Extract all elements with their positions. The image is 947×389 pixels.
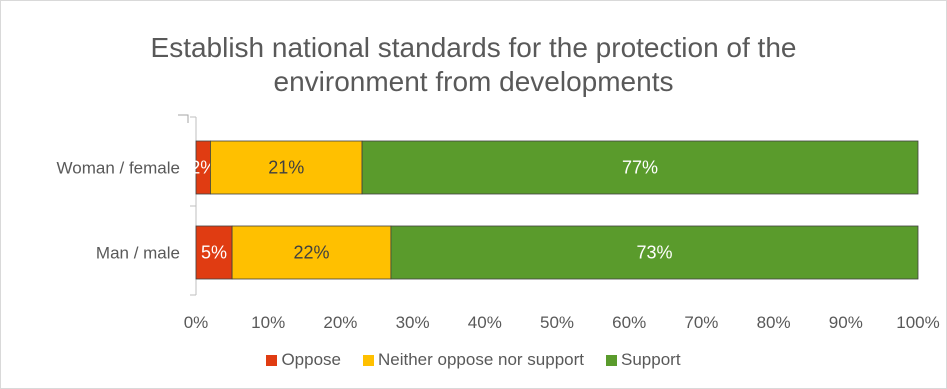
bar-support-1 bbox=[390, 225, 919, 280]
bar-neither-oppose-nor-support-1 bbox=[231, 225, 392, 280]
x-tick-label: 80% bbox=[757, 313, 791, 332]
x-tick-label: 90% bbox=[829, 313, 863, 332]
category-label: Woman / female bbox=[57, 159, 180, 178]
x-tick-label: 50% bbox=[540, 313, 574, 332]
data-label: 21% bbox=[268, 158, 304, 178]
chart-title-line-2: environment from developments bbox=[273, 66, 674, 97]
legend-swatch bbox=[606, 354, 618, 366]
leader-line bbox=[178, 114, 189, 123]
legend-label: Oppose bbox=[281, 350, 341, 369]
x-tick-label: 70% bbox=[684, 313, 718, 332]
chart-title: Establish national standards for the pro… bbox=[1, 31, 946, 99]
chart-legend: Oppose Neither oppose nor support Support bbox=[1, 350, 946, 370]
x-tick-label: 30% bbox=[396, 313, 430, 332]
legend-swatch bbox=[266, 354, 278, 366]
x-tick-label: 0% bbox=[184, 313, 209, 332]
legend-label: Neither oppose nor support bbox=[377, 350, 585, 369]
chart-title-line-1: Establish national standards for the pro… bbox=[150, 32, 797, 63]
data-label: 73% bbox=[636, 243, 672, 263]
legend-item: Neither oppose nor support bbox=[362, 350, 585, 370]
bar-oppose-1 bbox=[195, 225, 233, 280]
data-label: 22% bbox=[294, 243, 330, 263]
category-label: Man / male bbox=[96, 244, 180, 263]
x-tick-label: 100% bbox=[896, 313, 939, 332]
data-label: 5% bbox=[201, 243, 227, 263]
data-label: 2% bbox=[190, 158, 216, 178]
legend-item: Oppose bbox=[266, 350, 341, 370]
legend-swatch bbox=[362, 354, 374, 366]
data-label: 77% bbox=[622, 158, 658, 178]
bar-support-0 bbox=[361, 140, 919, 195]
x-tick-label: 40% bbox=[468, 313, 502, 332]
legend-item: Support bbox=[606, 350, 681, 370]
x-tick-label: 20% bbox=[323, 313, 357, 332]
legend-label: Support bbox=[621, 350, 681, 369]
bar-neither-oppose-nor-support-0 bbox=[210, 140, 363, 195]
x-tick-label: 10% bbox=[251, 313, 285, 332]
x-tick-label: 60% bbox=[612, 313, 646, 332]
